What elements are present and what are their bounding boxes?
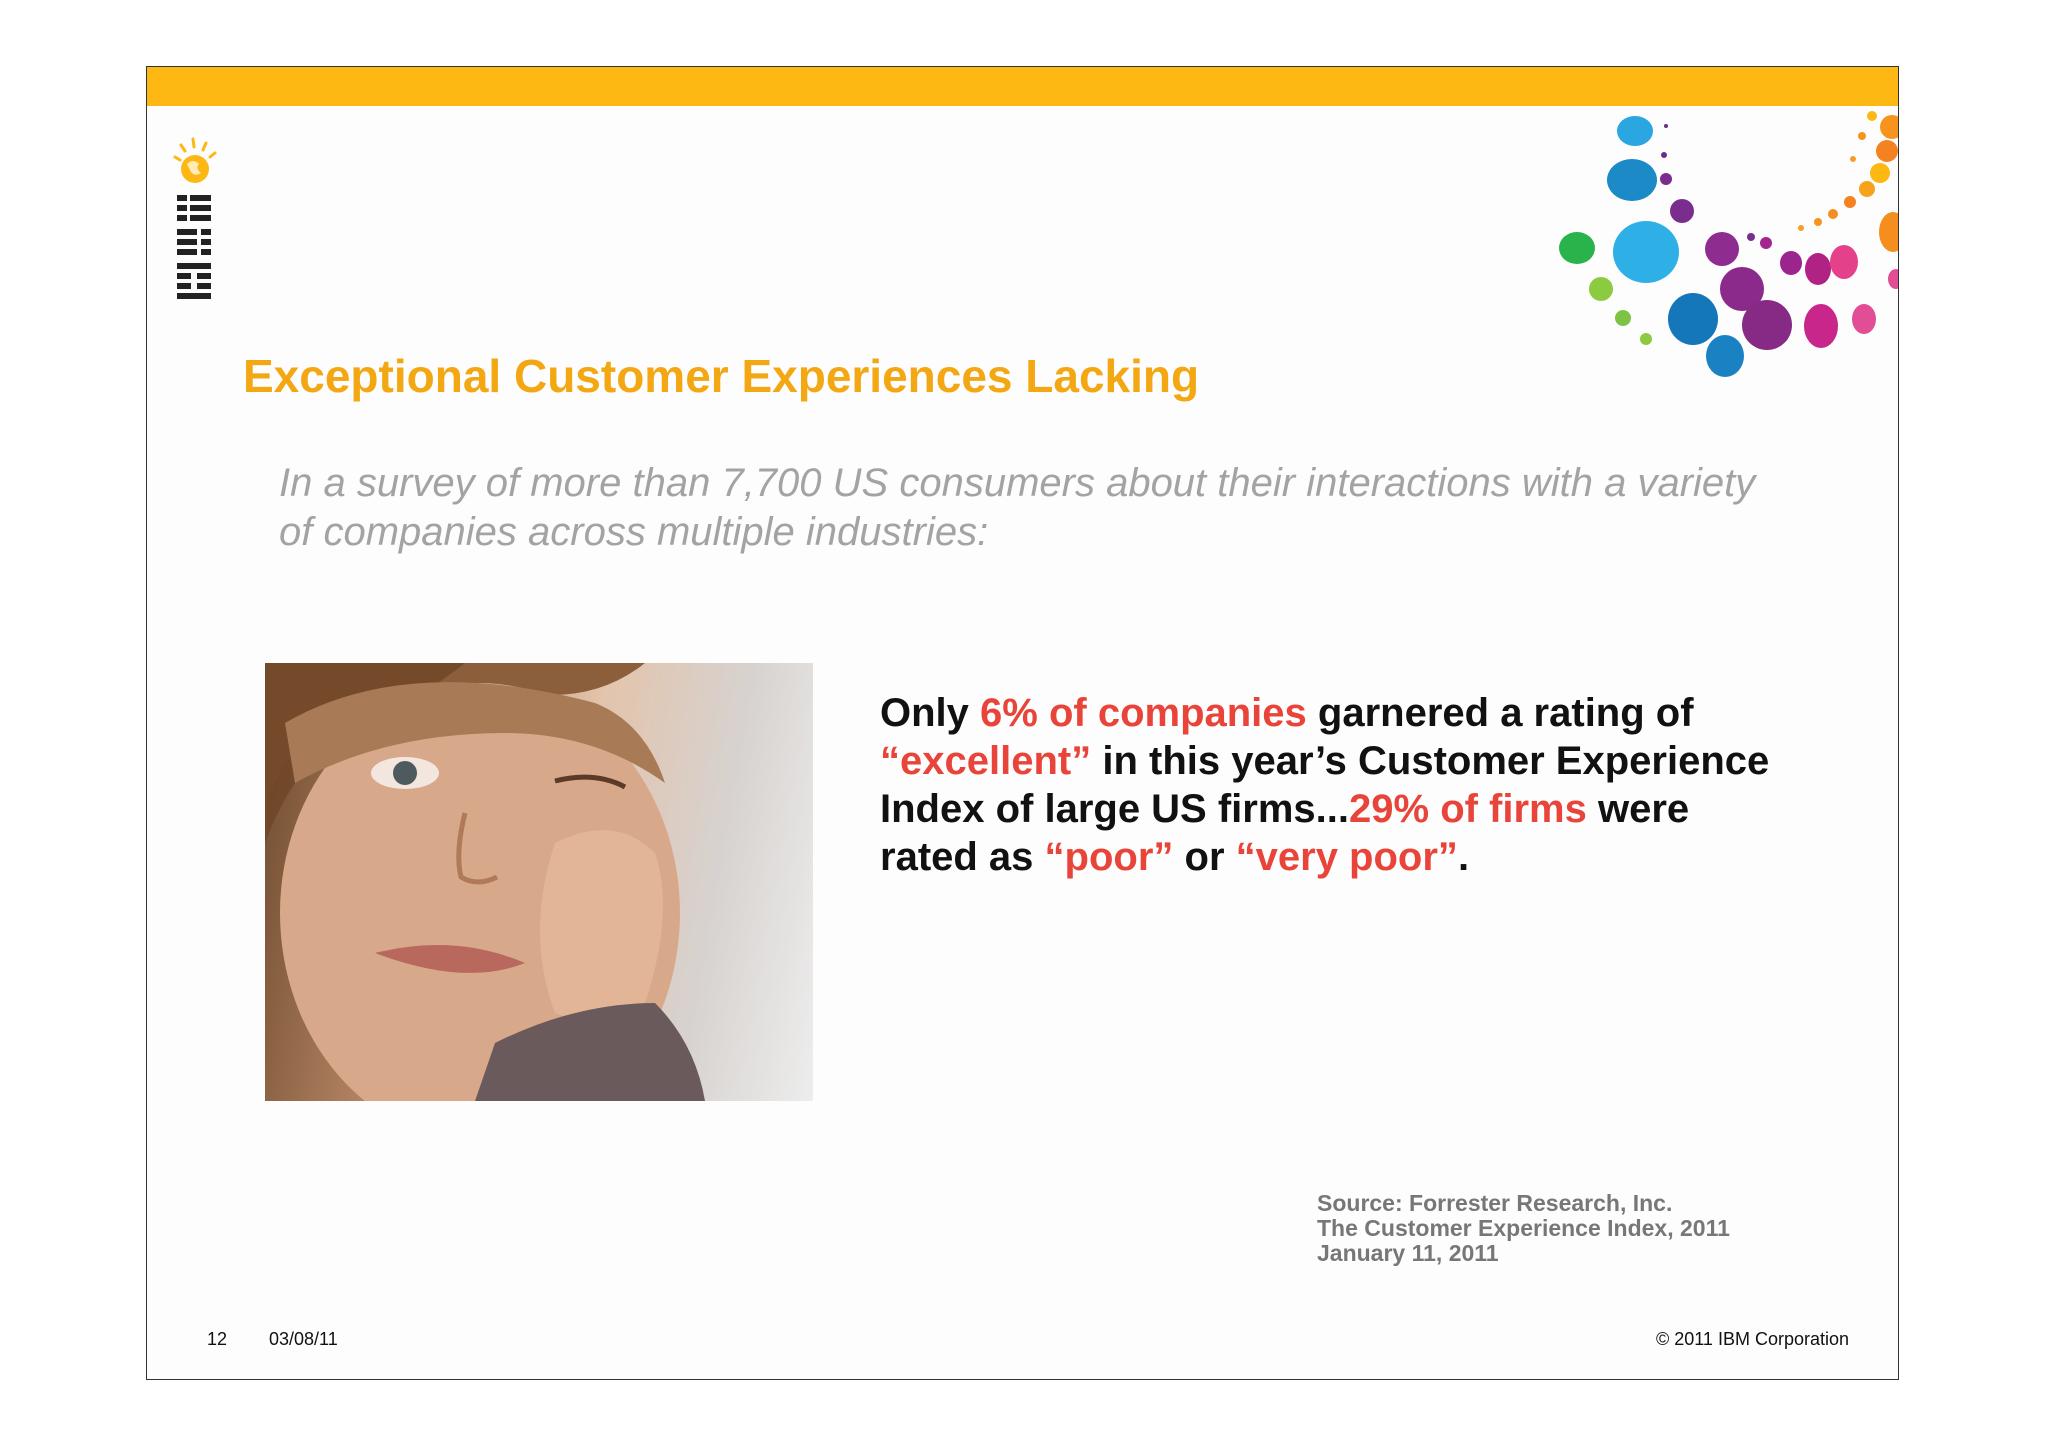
source-line-1: Source: Forrester Research, Inc.: [1317, 1190, 1673, 1216]
highlight-very-poor: “very poor”: [1235, 835, 1458, 879]
key-statistic-quote: Only 6% of companies garnered a rating o…: [880, 691, 1770, 879]
source-citation: Source: Forrester Research, Inc. The Cus…: [1317, 1191, 1730, 1266]
highlight-poor: “poor”: [1044, 835, 1174, 879]
page-number: 12: [207, 1329, 228, 1349]
top-accent-bar: [147, 67, 1898, 106]
slide-title: Exceptional Customer Experiences Lacking: [243, 350, 1200, 402]
source-line-3: January 11, 2011: [1317, 1240, 1499, 1266]
highlight-29-percent: 29% of firms: [1349, 787, 1587, 831]
bored-child-photo: [265, 663, 813, 1101]
slide: Exceptional Customer Experiences Lacking…: [146, 66, 1899, 1380]
decorative-dots-icon: [1496, 104, 1898, 444]
copyright-notice: © 2011 IBM Corporation: [1655, 1329, 1849, 1349]
footer-date: 03/08/11: [269, 1329, 338, 1349]
highlight-6-percent: 6% of companies: [980, 691, 1307, 735]
highlight-excellent: “excellent”: [880, 739, 1092, 783]
slide-subtitle: In a survey of more than 7,700 US consum…: [279, 461, 1756, 554]
ibm-logo-icon: [173, 137, 223, 303]
source-line-2: The Customer Experience Index, 2011: [1317, 1215, 1730, 1241]
